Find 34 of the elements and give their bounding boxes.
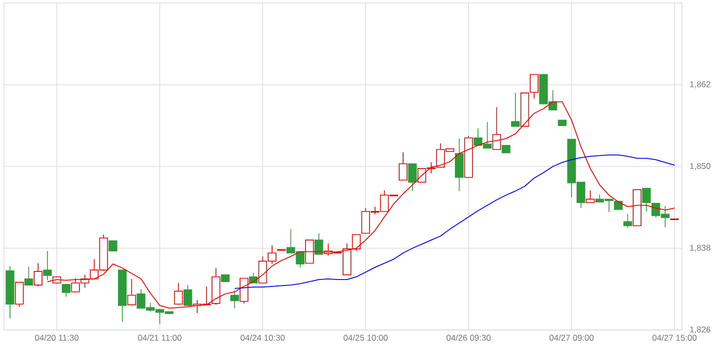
y-tick-label: 1,838 xyxy=(690,244,710,252)
x-tick-label: 04/26 09:30 xyxy=(446,334,491,341)
candlestick xyxy=(108,240,118,252)
candlestick xyxy=(511,92,520,127)
candlestick xyxy=(398,152,408,181)
candlestick xyxy=(34,262,42,287)
y-tick-label: 1,850 xyxy=(690,163,710,170)
candlestick xyxy=(492,106,502,150)
candlestick xyxy=(174,282,183,306)
x-tick-label: 04/27 15:00 xyxy=(652,334,697,341)
candlestick xyxy=(43,250,52,281)
candlestick xyxy=(230,290,239,309)
candlestick xyxy=(305,240,314,264)
candlestick xyxy=(352,234,361,252)
candlestick xyxy=(454,138,464,192)
candlestick xyxy=(530,74,538,99)
candlestick xyxy=(183,284,192,307)
x-tick-label: 04/27 09:00 xyxy=(550,334,594,341)
candlestick xyxy=(15,282,24,308)
x-tick-label: 04/25 10:00 xyxy=(344,334,388,341)
candlestick xyxy=(642,188,651,212)
candlestick xyxy=(127,278,136,306)
candlestick xyxy=(586,190,595,204)
y-tick-label: 1,862 xyxy=(690,81,710,88)
candlestick xyxy=(62,283,70,298)
candlestick xyxy=(24,266,34,286)
candlestick xyxy=(314,232,324,255)
x-tick-label: 04/24 10:30 xyxy=(240,334,285,341)
candlestick xyxy=(240,278,248,304)
candlestick xyxy=(623,214,632,228)
x-tick-label: 04/20 11:30 xyxy=(35,334,79,341)
candlestick xyxy=(408,163,417,192)
x-tick-label: 04/21 11:00 xyxy=(138,334,182,341)
y-tick-label: 1,826 xyxy=(690,326,710,334)
